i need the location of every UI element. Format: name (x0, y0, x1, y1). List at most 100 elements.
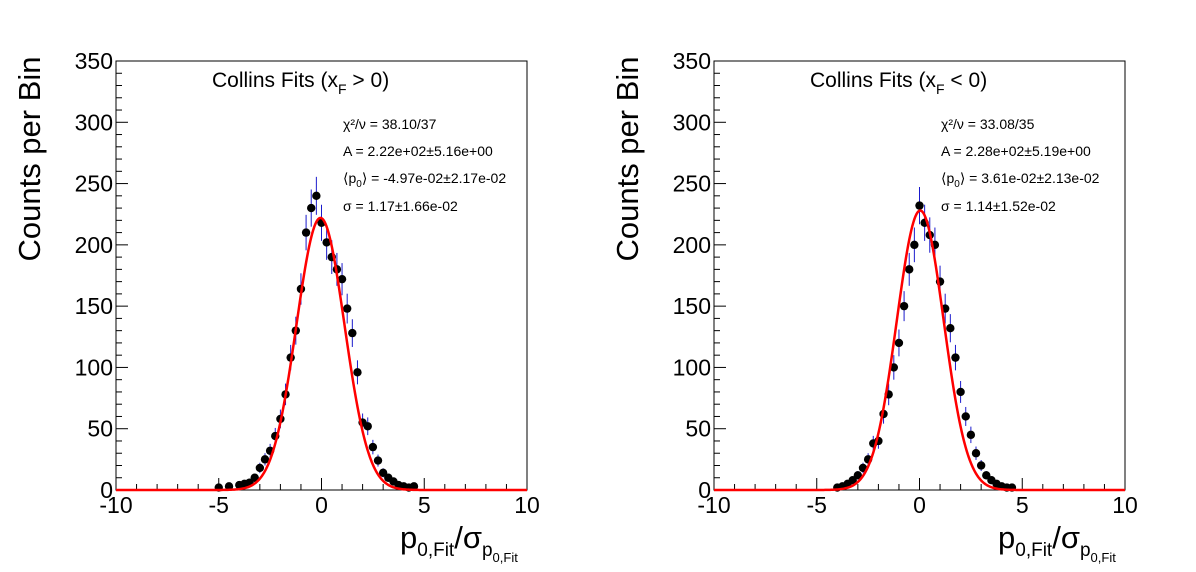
x-tick-label: 10 (1112, 492, 1138, 518)
y-tick-label: 150 (75, 293, 113, 319)
data-marker (353, 368, 362, 377)
y-tick-label: 50 (685, 416, 711, 442)
x-tick-label: 5 (1016, 492, 1029, 518)
y-tick-label: 200 (673, 232, 711, 258)
x-axis-label: p0,Fit/σp0,Fit (400, 520, 518, 565)
y-axis-label: Counts per Bin (610, 56, 645, 261)
x-tick-label: 0 (913, 492, 926, 518)
chart-title: Collins Fits (xF > 0) (212, 69, 389, 97)
data-marker (322, 238, 331, 247)
data-point (250, 473, 259, 482)
data-points (214, 176, 419, 492)
data-point (971, 446, 981, 460)
fit-curve (116, 216, 527, 492)
x-tick-label: -10 (99, 492, 132, 518)
data-marker (910, 240, 919, 250)
data-marker (946, 324, 955, 333)
data-point (368, 439, 378, 455)
data-marker (899, 301, 909, 311)
data-point (956, 380, 965, 403)
data-point (899, 291, 909, 322)
data-marker (337, 274, 347, 284)
data-point (853, 471, 863, 480)
data-point (363, 417, 372, 436)
y-tick-label: 300 (75, 109, 113, 135)
y-tick-label: 250 (673, 171, 711, 197)
data-marker (348, 328, 357, 338)
data-marker (255, 463, 265, 473)
y-tick-label: 0 (698, 477, 711, 503)
y-axis-label: Counts per Bin (12, 56, 47, 261)
data-point (946, 314, 955, 343)
x-tick-label: -5 (209, 492, 229, 518)
data-point (910, 227, 919, 263)
data-marker (853, 471, 863, 480)
data-point (312, 176, 321, 215)
stat-sigma: σ = 1.14±1.52e-02 (941, 198, 1056, 214)
data-point (260, 453, 270, 466)
data-marker (961, 412, 970, 421)
y-tick-label: 150 (673, 293, 711, 319)
data-marker (368, 442, 378, 452)
data-point (961, 406, 970, 426)
y-tick-label: 350 (673, 48, 711, 74)
data-marker (307, 203, 316, 213)
x-tick-label: 0 (315, 492, 328, 518)
data-marker (373, 456, 383, 465)
data-marker (342, 304, 352, 313)
data-point (337, 263, 347, 296)
data-point (342, 293, 352, 324)
x-tick-label: -5 (807, 492, 827, 518)
stat-chi2: χ²/ν = 38.10/37 (343, 116, 437, 132)
data-point (307, 189, 316, 227)
y-tick-label: 350 (75, 48, 113, 74)
y-tick-label: 300 (673, 109, 711, 135)
chart-title: Collins Fits (xF < 0) (810, 69, 987, 97)
data-point (255, 462, 265, 474)
data-points (833, 186, 1017, 492)
data-marker (894, 338, 904, 348)
data-marker (905, 265, 914, 274)
data-point (951, 344, 960, 371)
x-tick-label: 5 (418, 492, 431, 518)
data-point (976, 460, 986, 471)
data-point (966, 426, 976, 444)
data-point (894, 329, 904, 357)
data-point (373, 454, 383, 467)
data-marker (951, 353, 960, 362)
data-marker (915, 201, 924, 210)
x-tick-label: 10 (514, 492, 540, 518)
stat-sigma: σ = 1.17±1.66e-02 (343, 198, 458, 214)
data-point (348, 319, 357, 347)
stat-chi2: χ²/ν = 33.08/35 (941, 116, 1035, 132)
y-tick-label: 200 (75, 232, 113, 258)
stat-mean: ⟨p0⟩ = 3.61e-02±2.13e-02 (941, 170, 1100, 190)
data-marker (312, 191, 321, 201)
data-marker (966, 430, 976, 440)
data-point (915, 186, 924, 225)
data-marker (971, 449, 981, 458)
data-marker (363, 422, 372, 431)
data-marker (260, 455, 270, 464)
data-point (353, 360, 362, 385)
data-marker (409, 482, 419, 491)
plot-frame (115, 60, 528, 491)
x-tick-label: -10 (697, 492, 730, 518)
stat-amplitude: A = 2.22e+02±5.16e+00 (343, 143, 493, 159)
y-tick-label: 50 (87, 416, 113, 442)
data-marker (976, 461, 986, 470)
data-point (905, 252, 914, 286)
y-tick-label: 100 (75, 354, 113, 380)
data-point (301, 214, 311, 251)
data-point (322, 224, 331, 260)
data-point (224, 482, 234, 491)
data-marker (301, 228, 311, 237)
x-axis-label: p0,Fit/σp0,Fit (998, 520, 1116, 565)
data-marker (956, 387, 965, 397)
stat-amplitude: A = 2.28e+02±5.19e+00 (941, 143, 1091, 159)
